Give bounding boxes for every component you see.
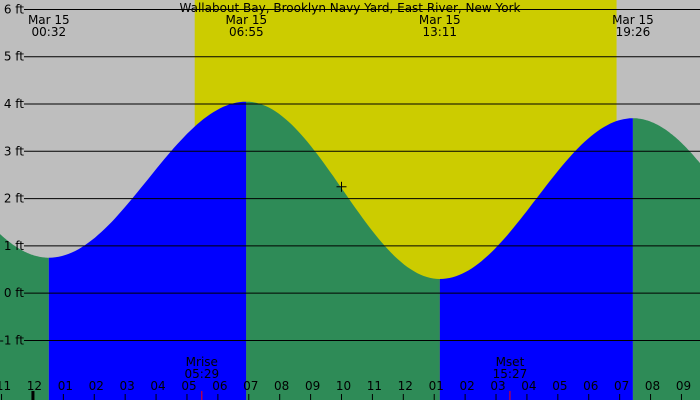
y-tick-label: 4 ft bbox=[4, 97, 24, 111]
x-tick-label: 01 bbox=[429, 379, 444, 393]
moon-event-time: 15:27 bbox=[493, 367, 528, 381]
chart-title: Wallabout Bay, Brooklyn Navy Yard, East … bbox=[180, 1, 521, 15]
tide-event-date: Mar 15 bbox=[419, 13, 461, 27]
y-tick-label: 6 ft bbox=[4, 2, 24, 16]
tide-event-time: 19:26 bbox=[616, 25, 651, 39]
tide-event-date: Mar 15 bbox=[612, 13, 654, 27]
x-tick-label: 07 bbox=[614, 379, 629, 393]
rising-tide-area bbox=[439, 118, 633, 400]
x-tick-label: 02 bbox=[459, 379, 474, 393]
tide-event-date: Mar 15 bbox=[28, 13, 70, 27]
x-tick-label: 01 bbox=[58, 379, 73, 393]
x-tick-label: 08 bbox=[645, 379, 660, 393]
x-tick-label: 03 bbox=[490, 379, 505, 393]
x-tick-label: 05 bbox=[552, 379, 567, 393]
x-tick-label: 09 bbox=[676, 379, 691, 393]
y-tick-label: 2 ft bbox=[4, 192, 24, 206]
moon-event-time: 05:29 bbox=[185, 367, 220, 381]
x-tick-label: 06 bbox=[212, 379, 227, 393]
falling-tide-area bbox=[632, 118, 700, 400]
x-tick-label: 03 bbox=[120, 379, 135, 393]
x-tick-label: 02 bbox=[89, 379, 104, 393]
rising-tide-area bbox=[48, 101, 247, 400]
tide-event-time: 06:55 bbox=[229, 25, 264, 39]
x-tick-label: 08 bbox=[274, 379, 289, 393]
x-tick-label: 05 bbox=[181, 379, 196, 393]
moon-event-label: Mrise bbox=[186, 355, 218, 369]
midnight-marker bbox=[31, 391, 35, 400]
y-tick-label: 5 ft bbox=[4, 50, 24, 64]
x-tick-label: 09 bbox=[305, 379, 320, 393]
tide-event-date: Mar 15 bbox=[225, 13, 267, 27]
y-tick-label: 1 ft bbox=[4, 239, 24, 253]
x-tick-label: 11 bbox=[367, 379, 382, 393]
x-tick-label: 12 bbox=[398, 379, 413, 393]
falling-tide-area bbox=[0, 234, 49, 400]
y-tick-label: -1 ft bbox=[0, 333, 24, 347]
x-tick-label: 04 bbox=[150, 379, 165, 393]
tide-event-time: 00:32 bbox=[32, 25, 67, 39]
y-tick-label: 0 ft bbox=[4, 286, 24, 300]
x-tick-label: 11 bbox=[0, 379, 11, 393]
y-tick-label: 3 ft bbox=[4, 144, 24, 158]
x-tick-label: 12 bbox=[27, 379, 42, 393]
moon-event-label: Mset bbox=[496, 355, 525, 369]
x-tick-label: 06 bbox=[583, 379, 598, 393]
falling-tide-area bbox=[246, 101, 440, 400]
x-tick-label: 07 bbox=[243, 379, 258, 393]
x-tick-label: 04 bbox=[521, 379, 536, 393]
x-tick-label: 10 bbox=[336, 379, 351, 393]
tide-event-time: 13:11 bbox=[422, 25, 457, 39]
